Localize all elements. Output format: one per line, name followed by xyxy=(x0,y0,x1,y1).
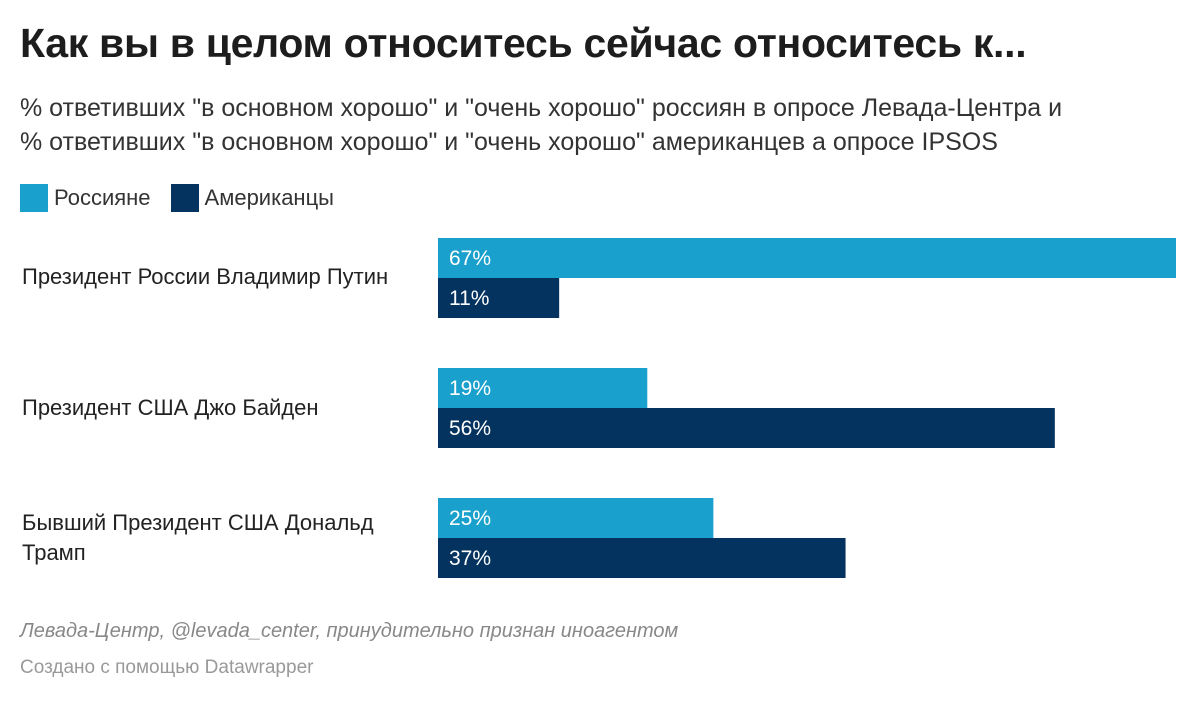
bar-label-putin-americans: 11% xyxy=(449,287,489,310)
bar-label-trump-russians: 25% xyxy=(449,507,491,530)
category-label-trump: Бывший Президент США Дональд Трамп xyxy=(22,510,374,565)
legend-item-russians: Россияне xyxy=(20,184,151,212)
credit-note: Создано с помощью Datawrapper xyxy=(20,657,314,678)
bar-putin-americans xyxy=(438,278,560,318)
bar-trump-americans xyxy=(438,538,846,578)
source-note: Левада-Центр, @levada_center, принудител… xyxy=(20,620,679,642)
chart-title: Как вы в целом относитесь сейчас относит… xyxy=(20,20,1027,66)
bar-label-biden-russians: 19% xyxy=(449,377,491,400)
bar-label-putin-russians: 67% xyxy=(449,247,491,270)
bar-biden-americans xyxy=(438,408,1055,448)
bar-biden-russians xyxy=(438,368,648,408)
subtitle-line-2: % ответивших "в основном хорошо" и "очен… xyxy=(20,128,998,156)
chart-subtitle: % ответивших "в основном хорошо" и "очен… xyxy=(20,91,1185,159)
subtitle-line-1: % ответивших "в основном хорошо" и "очен… xyxy=(20,94,1063,122)
legend-label-russians: Россияне xyxy=(54,185,151,210)
legend-swatch-americans xyxy=(170,184,199,212)
bar-label-trump-americans: 37% xyxy=(449,547,491,570)
bar-label-biden-americans: 56% xyxy=(449,417,491,440)
bar-putin-russians xyxy=(438,238,1176,278)
category-label-biden: Президент США Джо Байден xyxy=(22,395,319,420)
category-label-putin: Президент России Владимир Путин xyxy=(22,264,389,289)
chart-legend: Россияне Американцы xyxy=(20,183,354,213)
legend-label-americans: Американцы xyxy=(204,185,334,210)
legend-item-americans: Американцы xyxy=(170,184,334,212)
legend-swatch-russians xyxy=(20,184,48,212)
bar-trump-russians xyxy=(438,498,714,538)
